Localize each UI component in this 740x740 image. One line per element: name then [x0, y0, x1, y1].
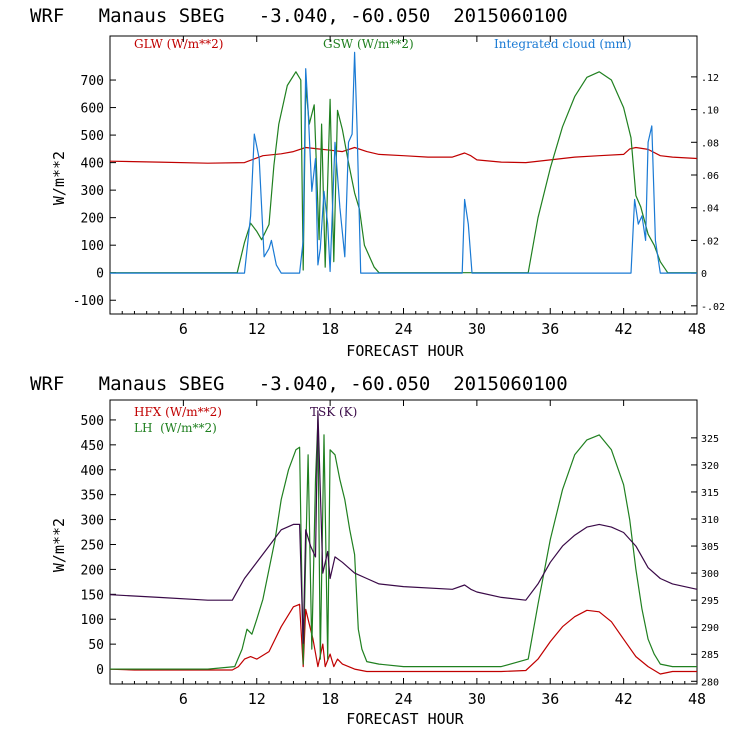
y2-axis-ticks: 280 285 290 295 300 305 310 315 320 325: [691, 434, 719, 688]
y2-tick-label: .02: [701, 236, 719, 247]
x-tick-label: 18: [321, 320, 339, 338]
y2-tick-label: 320: [701, 461, 719, 472]
legend-hfx: HFX (W/m**2): [134, 405, 222, 419]
y-tick-label: 500: [81, 414, 104, 429]
y-tick-label: 200: [81, 212, 104, 227]
y-tick-label: 700: [81, 74, 104, 89]
series-group: [109, 51, 698, 274]
y-tick-label: 300: [81, 184, 104, 199]
legend-gsw: GSW (W/m**2): [323, 37, 414, 51]
y-axis-label: W/m**2: [50, 151, 68, 205]
series-line-gsw: [110, 71, 697, 274]
y2-tick-label: 310: [701, 515, 719, 526]
y-tick-label: 0: [96, 267, 104, 282]
x-axis-label: FORECAST HOUR: [346, 710, 464, 728]
y2-tick-label: 305: [701, 542, 719, 553]
y2-tick-label: 285: [701, 650, 719, 661]
y2-tick-label: 300: [701, 569, 719, 580]
y2-tick-label: .04: [701, 204, 719, 215]
x-tick-label: 30: [468, 690, 486, 708]
y-axis-ticks: -100 0 100 200 300 400 500 600 700: [73, 74, 116, 309]
y-axis-label: W/m**2: [50, 518, 68, 572]
y-tick-label: 100: [81, 239, 104, 254]
series-line-hfx: [109, 603, 697, 675]
legend-lh: LH (W/m**2): [134, 421, 217, 435]
x-tick-label: 30: [468, 320, 486, 338]
legend-glw: GLW (W/m**2): [134, 37, 223, 51]
panel-title: WRF Manaus SBEG -3.040, -60.050 20150601…: [30, 373, 568, 395]
y-axis-ticks: 0 50 100 150 200 250 300 350 400 450 500: [81, 414, 116, 678]
legend-tsk: TSK (K): [310, 405, 357, 419]
series-group: [109, 410, 698, 675]
x-tick-label: 42: [615, 690, 633, 708]
x-tick-label: 18: [321, 690, 339, 708]
y-tick-label: -100: [73, 294, 104, 309]
y-tick-label: 200: [81, 563, 104, 578]
plot-frame: [109, 399, 698, 685]
x-axis-ticks: 6 12 18 24 30 36 42 48: [121, 400, 706, 708]
series-line-lh: [110, 419, 697, 670]
y-tick-label: 400: [81, 464, 104, 479]
x-tick-label: 24: [394, 320, 412, 338]
y-tick-label: 450: [81, 439, 104, 454]
y-tick-label: 100: [81, 613, 104, 628]
x-tick-label: 12: [248, 690, 266, 708]
surface-flux-panel: WRF Manaus SBEG -3.040, -60.050 20150601…: [30, 373, 719, 728]
y-tick-label: 0: [96, 663, 104, 678]
x-tick-label: 36: [541, 690, 559, 708]
legend-cloud: Integrated cloud (mm): [494, 37, 632, 51]
y-tick-label: 150: [81, 588, 104, 603]
x-tick-label: 12: [248, 320, 266, 338]
x-tick-label: 24: [394, 690, 412, 708]
y2-tick-label: .06: [701, 171, 719, 182]
y-tick-label: 50: [88, 638, 104, 653]
y2-tick-label: .08: [701, 138, 719, 149]
y2-tick-label: 290: [701, 623, 719, 634]
y-tick-label: 350: [81, 489, 104, 504]
y2-tick-label: 325: [701, 434, 719, 445]
y2-tick-label: 280: [701, 677, 719, 688]
y-tick-label: 400: [81, 157, 104, 172]
y2-tick-label: 315: [701, 488, 719, 499]
panel-title: WRF Manaus SBEG -3.040, -60.050 20150601…: [30, 5, 568, 27]
x-tick-label: 36: [541, 320, 559, 338]
x-tick-label: 42: [615, 320, 633, 338]
y-tick-label: 300: [81, 514, 104, 529]
series-line-integrated: [110, 51, 697, 274]
y2-tick-label: .10: [701, 106, 719, 117]
y2-tick-label: 0: [701, 269, 707, 280]
x-axis-label: FORECAST HOUR: [346, 342, 464, 360]
y2-tick-label: .12: [701, 73, 719, 84]
y-tick-label: 500: [81, 129, 104, 144]
x-axis-ticks: 6 12 18 24 30 36 42 48: [121, 36, 706, 338]
y-tick-label: 600: [81, 102, 104, 117]
radiation-cloud-panel: WRF Manaus SBEG -3.040, -60.050 20150601…: [30, 5, 725, 360]
x-tick-label: 6: [179, 320, 188, 338]
x-tick-label: 48: [688, 690, 706, 708]
x-tick-label: 48: [688, 320, 706, 338]
y2-axis-ticks: -.02 0 .02 .04 .06 .08 .10 .12: [691, 73, 725, 313]
y2-tick-label: 295: [701, 596, 719, 607]
series-line-glw: [109, 146, 698, 164]
y2-tick-label: -.02: [701, 302, 725, 313]
y-tick-label: 250: [81, 538, 104, 553]
series-line-tsk: [109, 410, 698, 645]
x-tick-label: 6: [179, 690, 188, 708]
